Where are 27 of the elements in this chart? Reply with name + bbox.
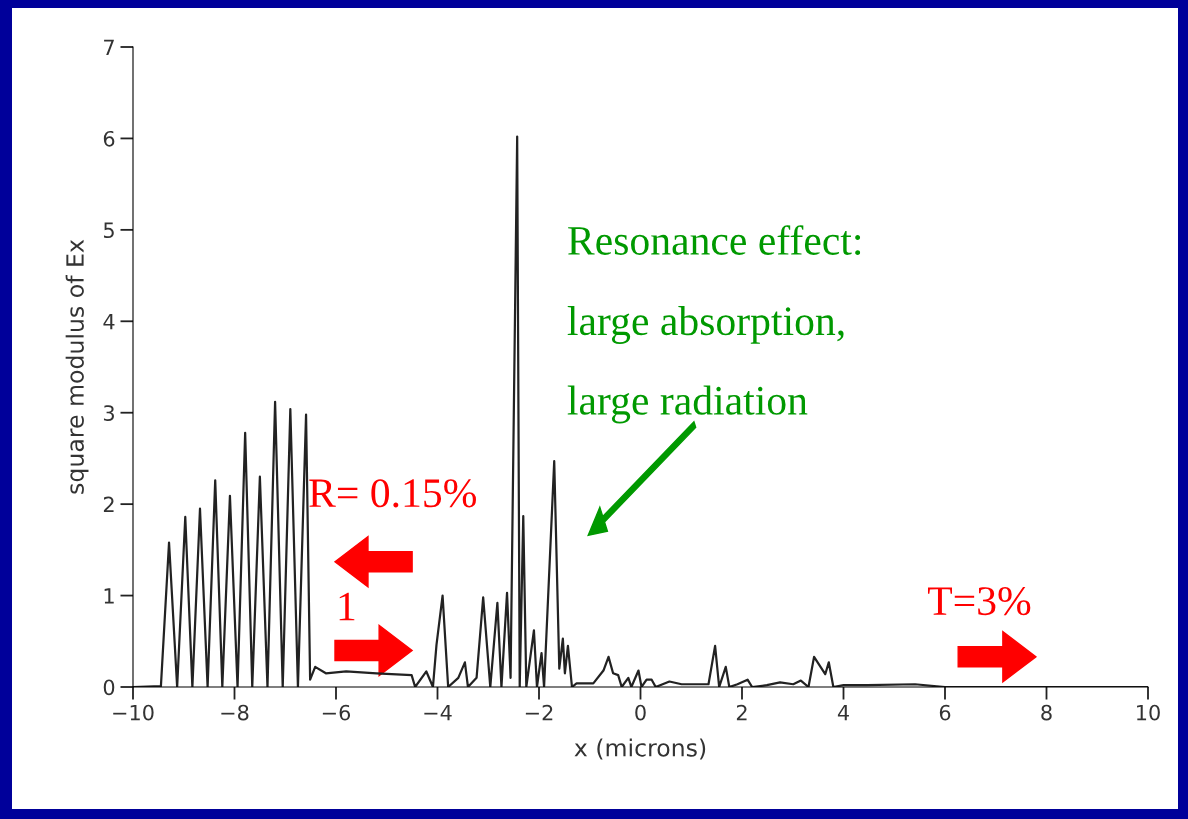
x-tick-label: 2 (736, 704, 747, 721)
y-tick-label: 3 (103, 405, 114, 421)
annotation: Resonance effect: (568, 225, 861, 256)
annotation: large absorption, (567, 305, 844, 344)
annotation: R= 0.15% (309, 479, 476, 508)
y-tick-label: 1 (104, 588, 114, 604)
y-tick-label: 7 (104, 39, 114, 55)
x-tick-label: −2 (525, 704, 553, 721)
x-axis-title: x (microns) (574, 738, 706, 760)
y-tick-label: 2 (103, 496, 114, 513)
y-tick-label: 4 (103, 314, 115, 330)
x-tick-label: −4 (424, 705, 452, 721)
x-tick-label: 6 (939, 704, 951, 721)
annotation: T=3% (927, 587, 1031, 616)
y-axis-title: square modulus of Ex (65, 239, 89, 494)
annotation: 1 (339, 592, 355, 621)
x-tick-label: −6 (322, 704, 351, 721)
x-tick-label: 4 (837, 705, 849, 721)
y-tick-label: 5 (103, 222, 114, 239)
y-tick-label: 6 (103, 130, 115, 147)
x-tick-label: −10 (113, 704, 154, 721)
x-tick-label: −8 (221, 704, 249, 721)
x-tick-label: 0 (635, 704, 646, 721)
x-tick-label: 10 (1137, 704, 1160, 721)
x-tick-label: 8 (1041, 704, 1052, 721)
y-tick-label: 0 (103, 679, 115, 696)
annotation: large radiation (567, 385, 808, 424)
